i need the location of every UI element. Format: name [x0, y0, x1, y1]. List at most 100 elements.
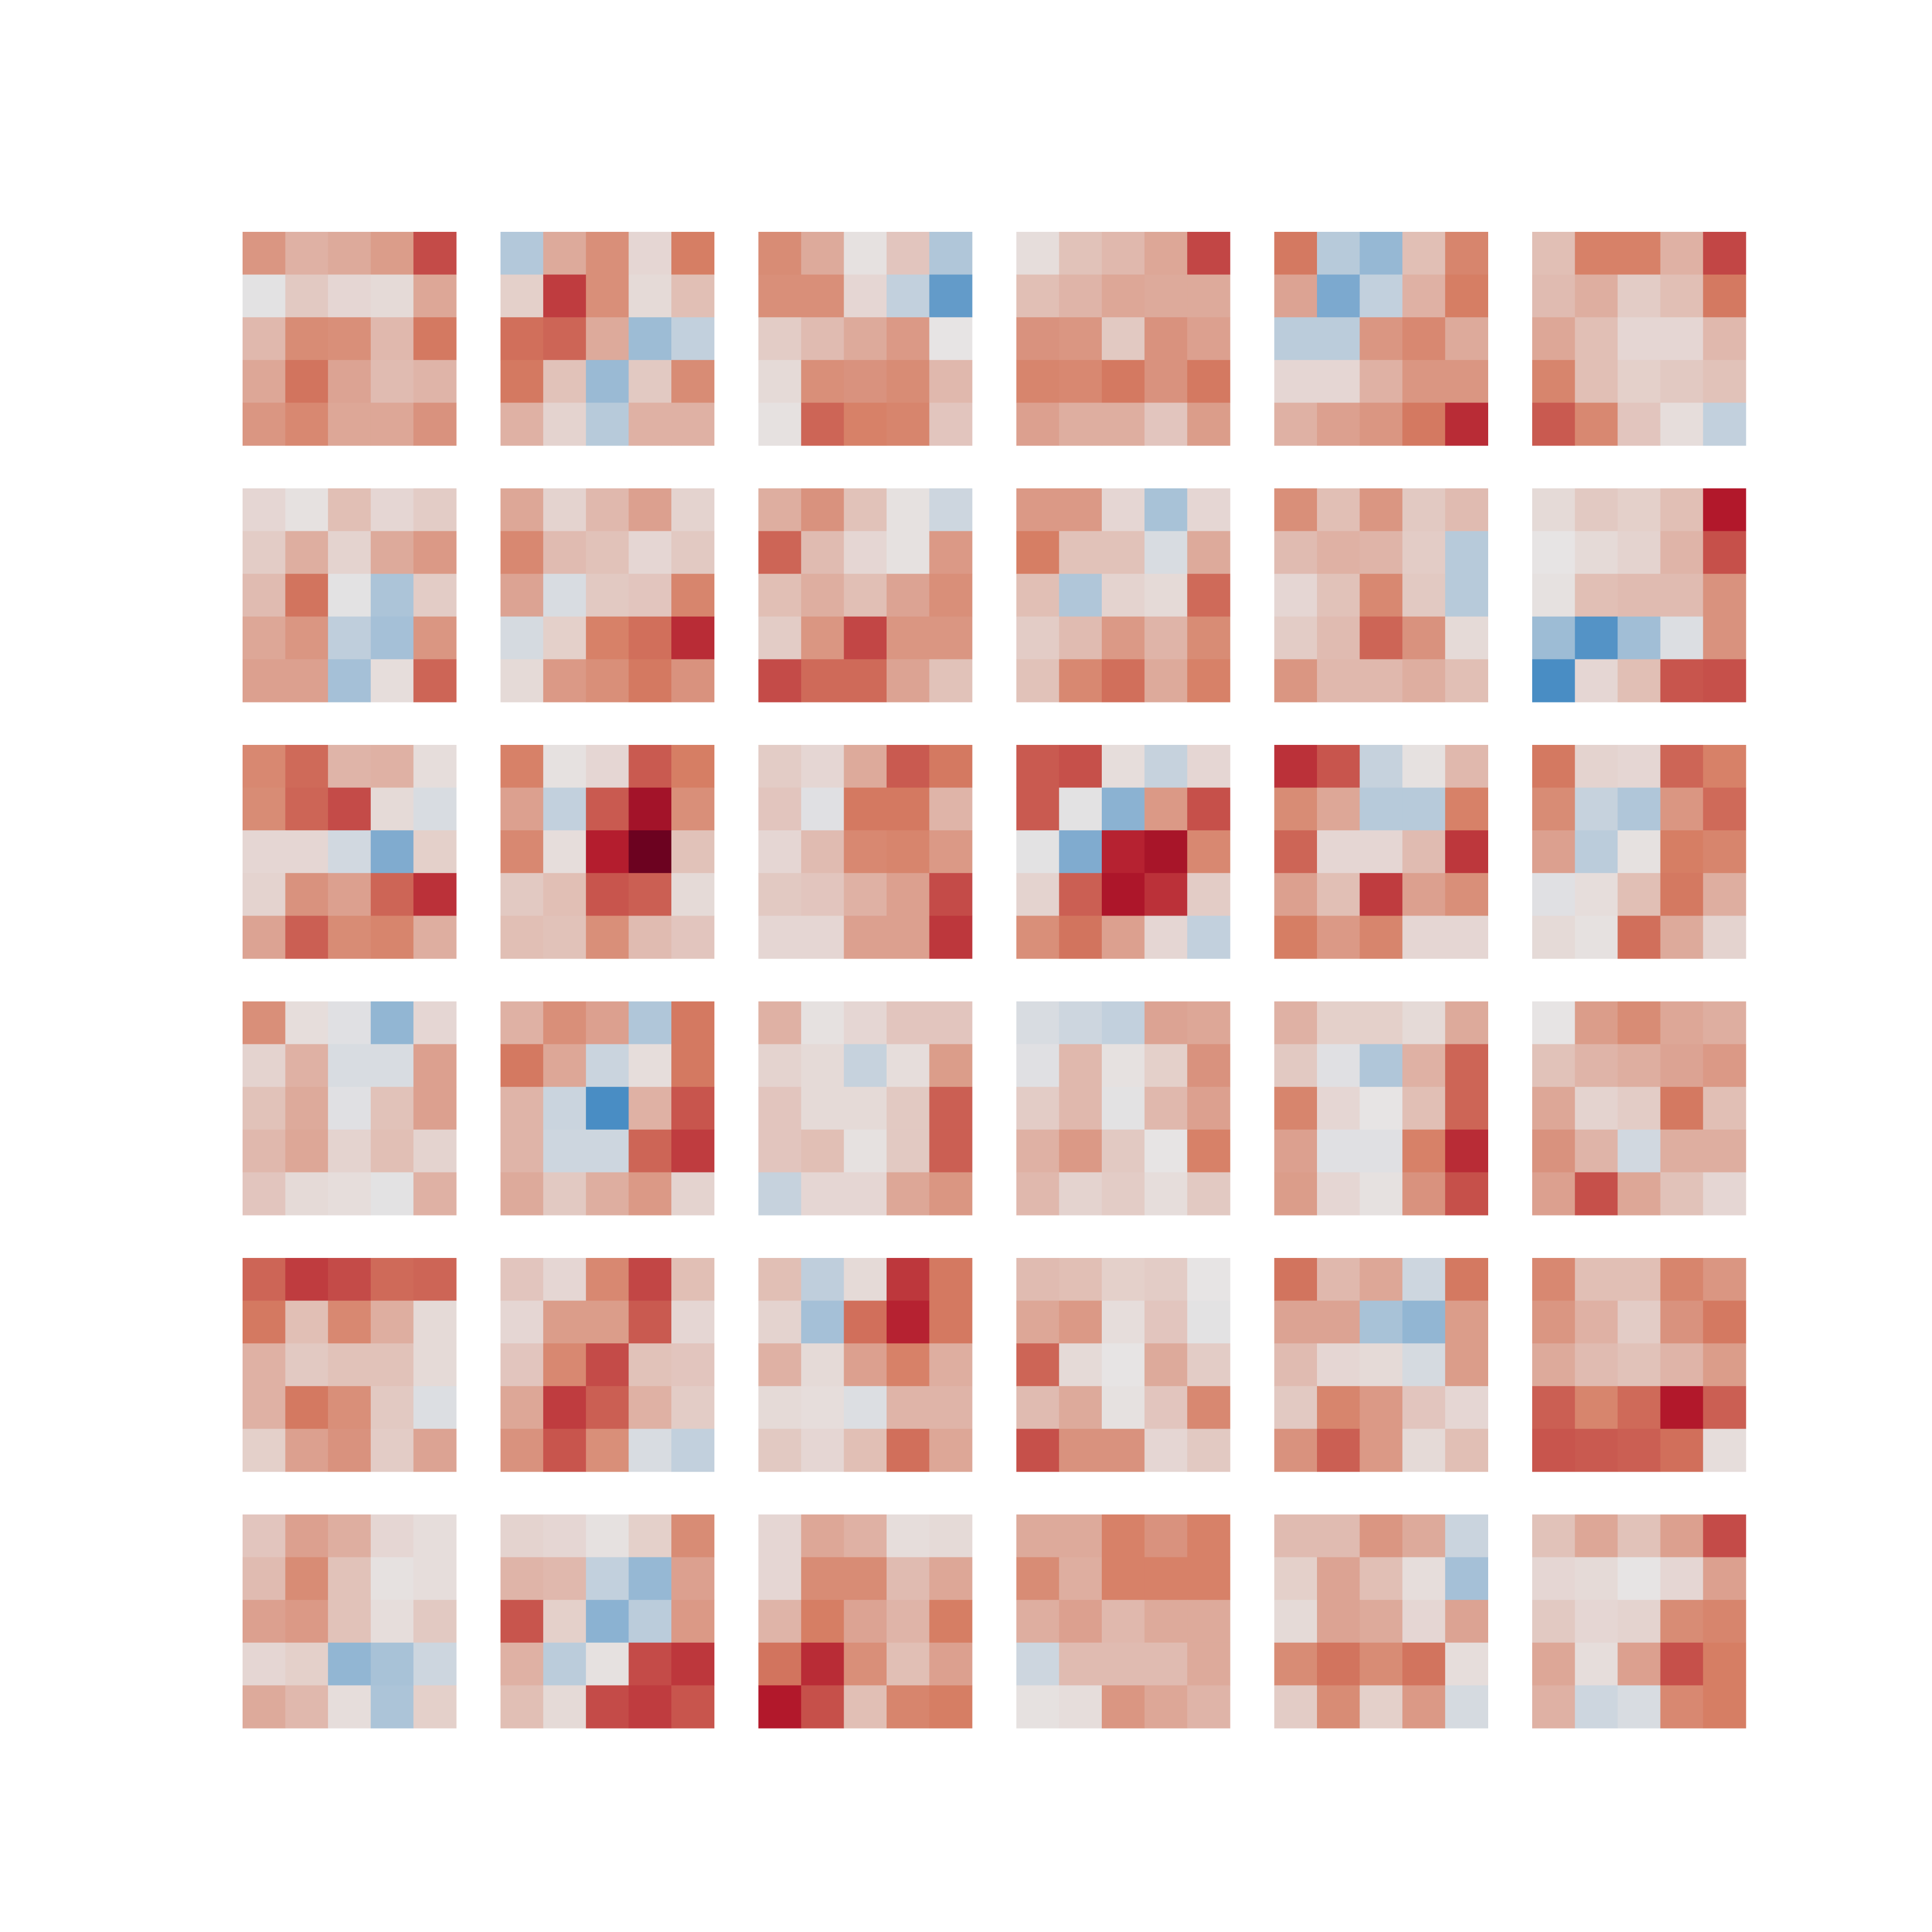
heatmap-cell: [1402, 787, 1446, 831]
heatmap-cell: [887, 659, 930, 702]
heatmap-cell: [328, 574, 371, 617]
heatmap-cell: [1016, 402, 1059, 446]
heatmap-cell: [413, 1129, 457, 1173]
heatmap-cell: [887, 616, 930, 660]
heatmap-cell: [1703, 1258, 1746, 1301]
heatmap-cell: [1532, 830, 1576, 874]
heatmap-cell: [285, 360, 328, 403]
heatmap-cell: [1059, 1258, 1102, 1301]
heatmap-cell: [1660, 916, 1703, 959]
heatmap-cell: [1445, 488, 1488, 532]
heatmap-cell: [586, 574, 629, 617]
heatmap-cell: [844, 616, 887, 660]
heatmap-cell: [929, 402, 972, 446]
heatmap-cell: [500, 1001, 544, 1045]
heatmap-cell: [929, 659, 972, 702]
heatmap-cell: [1274, 574, 1318, 617]
heatmap-cell: [628, 1343, 672, 1387]
heatmap-cell: [801, 1172, 844, 1216]
heatmap-cell: [1102, 745, 1145, 788]
heatmap-cell: [586, 1386, 629, 1429]
heatmap-cell: [243, 274, 286, 318]
heatmap-cell: [328, 1172, 371, 1216]
heatmap-cell: [628, 916, 672, 959]
heatmap-cell: [1359, 616, 1403, 660]
heatmap-cell: [758, 574, 802, 617]
heatmap-cell: [844, 873, 887, 916]
heatmap-cell: [586, 1600, 629, 1643]
heatmap-cell: [413, 531, 457, 574]
heatmap-panel: [1016, 232, 1231, 446]
heatmap-cell: [1703, 1600, 1746, 1643]
heatmap-cell: [1575, 1557, 1618, 1600]
heatmap-cell: [1359, 1087, 1403, 1130]
heatmap-cell: [1144, 1685, 1188, 1729]
heatmap-cell: [1402, 1429, 1446, 1472]
heatmap-cell: [1016, 1300, 1059, 1344]
heatmap-cell: [1402, 830, 1446, 874]
heatmap-panels: [243, 232, 1746, 1729]
heatmap-cell: [1317, 1087, 1360, 1130]
heatmap-cell: [1532, 616, 1576, 660]
heatmap-cell: [1703, 274, 1746, 318]
heatmap-cell: [500, 830, 544, 874]
heatmap-cell: [285, 1642, 328, 1686]
heatmap-cell: [1102, 830, 1145, 874]
heatmap-cell: [1575, 1172, 1618, 1216]
heatmap-cell: [243, 232, 286, 275]
heatmap-cell: [543, 745, 587, 788]
heatmap-cell: [1187, 873, 1231, 916]
heatmap-cell: [1317, 531, 1360, 574]
heatmap-cell: [285, 1001, 328, 1045]
heatmap-cell: [758, 531, 802, 574]
heatmap-cell: [285, 1087, 328, 1130]
heatmap-cell: [887, 360, 930, 403]
heatmap-cell: [328, 787, 371, 831]
heatmap-cell: [1317, 274, 1360, 318]
heatmap-cell: [586, 360, 629, 403]
heatmap-cell: [1144, 1172, 1188, 1216]
heatmap-cell: [758, 232, 802, 275]
heatmap-cell: [328, 1300, 371, 1344]
heatmap-cell: [1703, 873, 1746, 916]
heatmap-cell: [801, 1386, 844, 1429]
heatmap-cell: [1144, 1300, 1188, 1344]
heatmap-cell: [1102, 1386, 1145, 1429]
heatmap-cell: [758, 1001, 802, 1045]
heatmap-cell: [929, 1001, 972, 1045]
heatmap-cell: [1660, 1129, 1703, 1173]
heatmap-cell: [1059, 1129, 1102, 1173]
heatmap-cell: [628, 574, 672, 617]
heatmap-cell: [543, 616, 587, 660]
heatmap-cell: [887, 1172, 930, 1216]
heatmap-cell: [887, 1044, 930, 1087]
heatmap-cell: [801, 659, 844, 702]
heatmap-cell: [1660, 1258, 1703, 1301]
heatmap-cell: [671, 1087, 715, 1130]
heatmap-cell: [1102, 1129, 1145, 1173]
heatmap-cell: [801, 402, 844, 446]
heatmap-cell: [1532, 916, 1576, 959]
heatmap-cell: [1532, 659, 1576, 702]
heatmap-cell: [628, 1300, 672, 1344]
heatmap-cell: [801, 1429, 844, 1472]
heatmap-cell: [1359, 1343, 1403, 1387]
heatmap-cell: [1445, 574, 1488, 617]
heatmap-cell: [1274, 1129, 1318, 1173]
heatmap-cell: [1187, 317, 1231, 361]
heatmap-cell: [285, 1172, 328, 1216]
heatmap-cell: [887, 1514, 930, 1558]
heatmap-cell: [1187, 574, 1231, 617]
heatmap-cell: [1660, 488, 1703, 532]
heatmap-cell: [1359, 1129, 1403, 1173]
heatmap-cell: [1575, 659, 1618, 702]
heatmap-cell: [1532, 1386, 1576, 1429]
heatmap-panel: [243, 232, 457, 446]
heatmap-cell: [586, 232, 629, 275]
heatmap-cell: [500, 1044, 544, 1087]
heatmap-cell: [1144, 1514, 1188, 1558]
heatmap-cell: [370, 1685, 414, 1729]
heatmap-cell: [1317, 1300, 1360, 1344]
heatmap-cell: [586, 317, 629, 361]
heatmap-cell: [628, 1557, 672, 1600]
